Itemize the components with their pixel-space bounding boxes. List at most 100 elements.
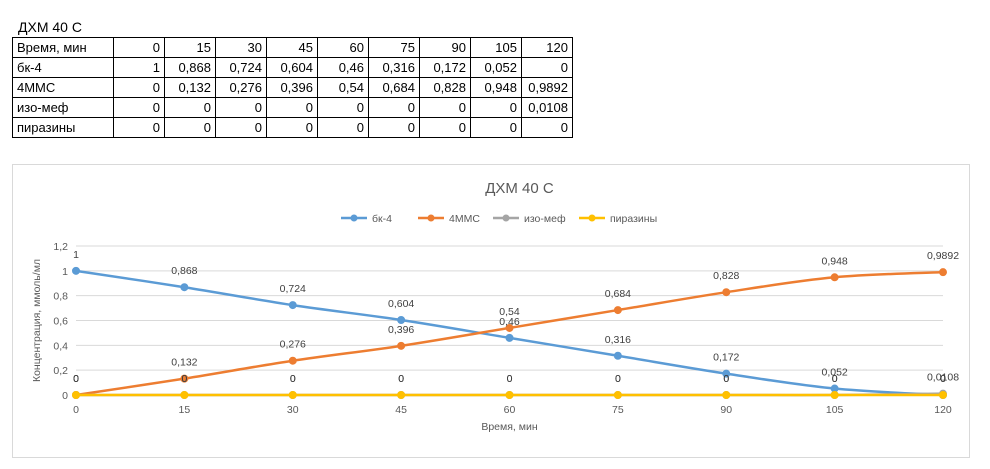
table-cell[interactable]: 0,396 <box>266 77 318 98</box>
row-header-cell[interactable]: 4ММС <box>12 77 114 98</box>
table-cell[interactable]: 120 <box>521 37 573 58</box>
series-point-3 <box>505 391 514 399</box>
table-cell[interactable]: 0,316 <box>368 57 420 78</box>
data-label: 0 <box>615 373 621 385</box>
table-cell[interactable]: 0,276 <box>215 77 267 98</box>
table-cell[interactable]: 0,132 <box>164 77 216 98</box>
table-cell[interactable]: 0 <box>113 117 165 138</box>
series-point-3 <box>180 391 189 399</box>
chart-title: ДХМ 40 С <box>485 180 554 197</box>
table-cell[interactable]: 0 <box>164 97 216 118</box>
series-point-0 <box>180 283 189 292</box>
table-cell[interactable]: 0 <box>470 117 522 138</box>
data-label: 0 <box>290 373 296 385</box>
table-cell[interactable]: 45 <box>266 37 318 58</box>
series-point-1 <box>939 268 947 277</box>
table-cell[interactable]: 0 <box>317 117 369 138</box>
row-header-cell[interactable]: бк-4 <box>12 57 114 78</box>
data-label: 0 <box>181 373 187 385</box>
table-cell[interactable]: 0 <box>521 57 573 78</box>
table-cell[interactable]: 0 <box>317 97 369 118</box>
data-label: 0,684 <box>605 288 631 300</box>
table-cell[interactable]: 0 <box>164 117 216 138</box>
table-cell[interactable]: 0,604 <box>266 57 318 78</box>
table-cell[interactable]: 0 <box>470 97 522 118</box>
table-cell[interactable]: 0,868 <box>164 57 216 78</box>
series-point-3 <box>722 391 731 399</box>
table-cell[interactable]: 0 <box>521 117 573 138</box>
x-tick-label: 105 <box>826 404 844 416</box>
table-cell[interactable]: 90 <box>419 37 471 58</box>
series-point-1 <box>288 356 297 365</box>
data-label: 0,828 <box>713 270 739 282</box>
table-cell[interactable]: 0,46 <box>317 57 369 78</box>
table-cell[interactable]: 105 <box>470 37 522 58</box>
data-label: 0 <box>398 373 404 385</box>
table-cell[interactable]: 0,052 <box>470 57 522 78</box>
data-label: 0,396 <box>388 324 414 336</box>
table-cell[interactable]: 1 <box>113 57 165 78</box>
table-cell[interactable]: 0,724 <box>215 57 267 78</box>
series-point-3 <box>288 391 297 399</box>
table-row: изо-меф 0 0 0 0 0 0 0 0 0,0108 <box>12 97 573 118</box>
table-cell[interactable]: 0 <box>368 117 420 138</box>
series-point-0 <box>722 369 731 378</box>
table-cell[interactable]: 0,828 <box>419 77 471 98</box>
chart-area[interactable]: ДХМ 40 С бк-4 4ММС изо-меф пиразины 0 0,2 0,4 0,… <box>12 164 970 458</box>
series-point-1 <box>830 273 839 282</box>
table-cell[interactable]: 60 <box>317 37 369 58</box>
series-point-3 <box>830 391 839 399</box>
table-cell[interactable]: 0,0108 <box>521 97 573 118</box>
table-row: бк-4 1 0,868 0,724 0,604 0,46 0,316 0,172 0,052 0 <box>12 57 573 78</box>
series-point-0 <box>505 333 514 342</box>
y-tick-label: 0,2 <box>53 365 68 377</box>
table-cell[interactable]: 30 <box>215 37 267 58</box>
data-label: 0,276 <box>280 339 306 351</box>
legend-marker-1 <box>427 214 435 222</box>
table-cell[interactable]: 0,9892 <box>521 77 573 98</box>
table-cell[interactable]: 0,684 <box>368 77 420 98</box>
table-cell[interactable]: 0 <box>113 37 165 58</box>
row-header-cell[interactable]: пиразины <box>12 117 114 138</box>
x-axis-title: Время, мин <box>481 421 538 433</box>
series-point-3 <box>939 391 947 399</box>
data-label: 0 <box>398 373 404 385</box>
table-cell[interactable]: 0 <box>419 97 471 118</box>
table-cell[interactable]: 0,54 <box>317 77 369 98</box>
table-cell[interactable]: 0,172 <box>419 57 471 78</box>
series-point-1 <box>397 341 406 350</box>
series-point-3 <box>397 391 406 399</box>
series-point-0 <box>397 316 406 325</box>
data-label: 0,948 <box>821 255 847 267</box>
table-cell[interactable]: 0 <box>266 97 318 118</box>
data-label: 0,316 <box>605 334 631 346</box>
table-cell[interactable]: 15 <box>164 37 216 58</box>
table-cell[interactable]: 0 <box>368 97 420 118</box>
data-label: 0 <box>181 373 187 385</box>
table-cell[interactable]: 0 <box>215 117 267 138</box>
data-table: Время, мин 0 15 30 45 60 75 90 105 120 бк-4 1 0,868 0… <box>12 37 573 138</box>
table-header-row: Время, мин 0 15 30 45 60 75 90 105 120 <box>12 37 573 58</box>
legend-label-3: пиразины <box>610 213 657 225</box>
series-point-1 <box>180 374 189 383</box>
x-tick-label: 60 <box>504 404 516 416</box>
table-cell[interactable]: 0 <box>113 97 165 118</box>
data-label: 0 <box>940 373 946 385</box>
data-label: 0 <box>290 373 296 385</box>
table-cell[interactable]: 0,948 <box>470 77 522 98</box>
series-point-0 <box>72 266 80 275</box>
data-label: 0 <box>832 373 838 385</box>
row-header-cell[interactable]: Время, мин <box>12 37 114 58</box>
x-tick-label: 30 <box>287 404 299 416</box>
table-cell[interactable]: 0 <box>419 117 471 138</box>
x-tick-label: 90 <box>720 404 732 416</box>
table-cell[interactable]: 0 <box>113 77 165 98</box>
x-tick-label: 45 <box>395 404 407 416</box>
table-cell[interactable]: 0 <box>215 97 267 118</box>
y-tick-label: 0,8 <box>53 291 68 303</box>
table-cell[interactable]: 0 <box>266 117 318 138</box>
row-header-cell[interactable]: изо-меф <box>12 97 114 118</box>
legend-label-1: 4ММС <box>449 213 480 225</box>
table-cell[interactable]: 75 <box>368 37 420 58</box>
data-label: 0 <box>507 373 513 385</box>
